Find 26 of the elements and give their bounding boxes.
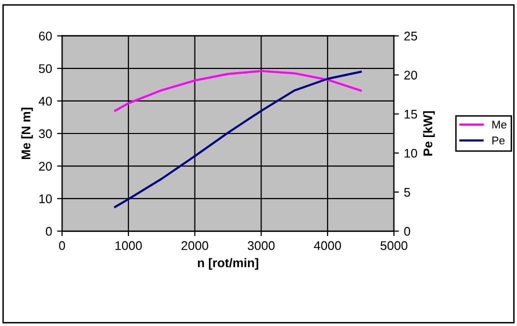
y2-tick-label: 10 xyxy=(404,148,418,158)
y-tick-label: 50 xyxy=(38,64,52,74)
x-tick-label: 5000 xyxy=(380,241,408,250)
y-tick-label: 0 xyxy=(46,226,52,236)
y-axis-title: Me [N m] xyxy=(21,108,33,160)
y2-tick-label: 20 xyxy=(404,70,418,80)
y2-axis-title: Pe [kW] xyxy=(423,111,435,156)
y-tick-label: 10 xyxy=(39,194,52,204)
legend-label: Pe xyxy=(492,136,505,144)
y-tick-label: 20 xyxy=(39,162,52,171)
x-tick-label: 4000 xyxy=(314,241,341,250)
x-axis-title: n [rot/min] xyxy=(198,258,258,270)
legend-label: Me xyxy=(492,120,506,129)
y2-tick-label: 0 xyxy=(404,226,410,236)
y2-tick-label: 25 xyxy=(404,32,418,41)
y-tick-label: 60 xyxy=(39,32,52,41)
line-series xyxy=(114,70,362,112)
x-tick-label: 3000 xyxy=(248,241,275,250)
line-series xyxy=(114,70,362,208)
x-tick-label: 0 xyxy=(59,241,66,250)
y2-tick-label: 15 xyxy=(404,110,418,119)
y2-tick-label: 5 xyxy=(404,188,410,197)
y-tick-label: 30 xyxy=(38,129,52,138)
y-tick-label: 40 xyxy=(38,96,52,106)
x-tick-label: 1000 xyxy=(115,241,142,250)
x-tick-label: 2000 xyxy=(182,241,208,250)
